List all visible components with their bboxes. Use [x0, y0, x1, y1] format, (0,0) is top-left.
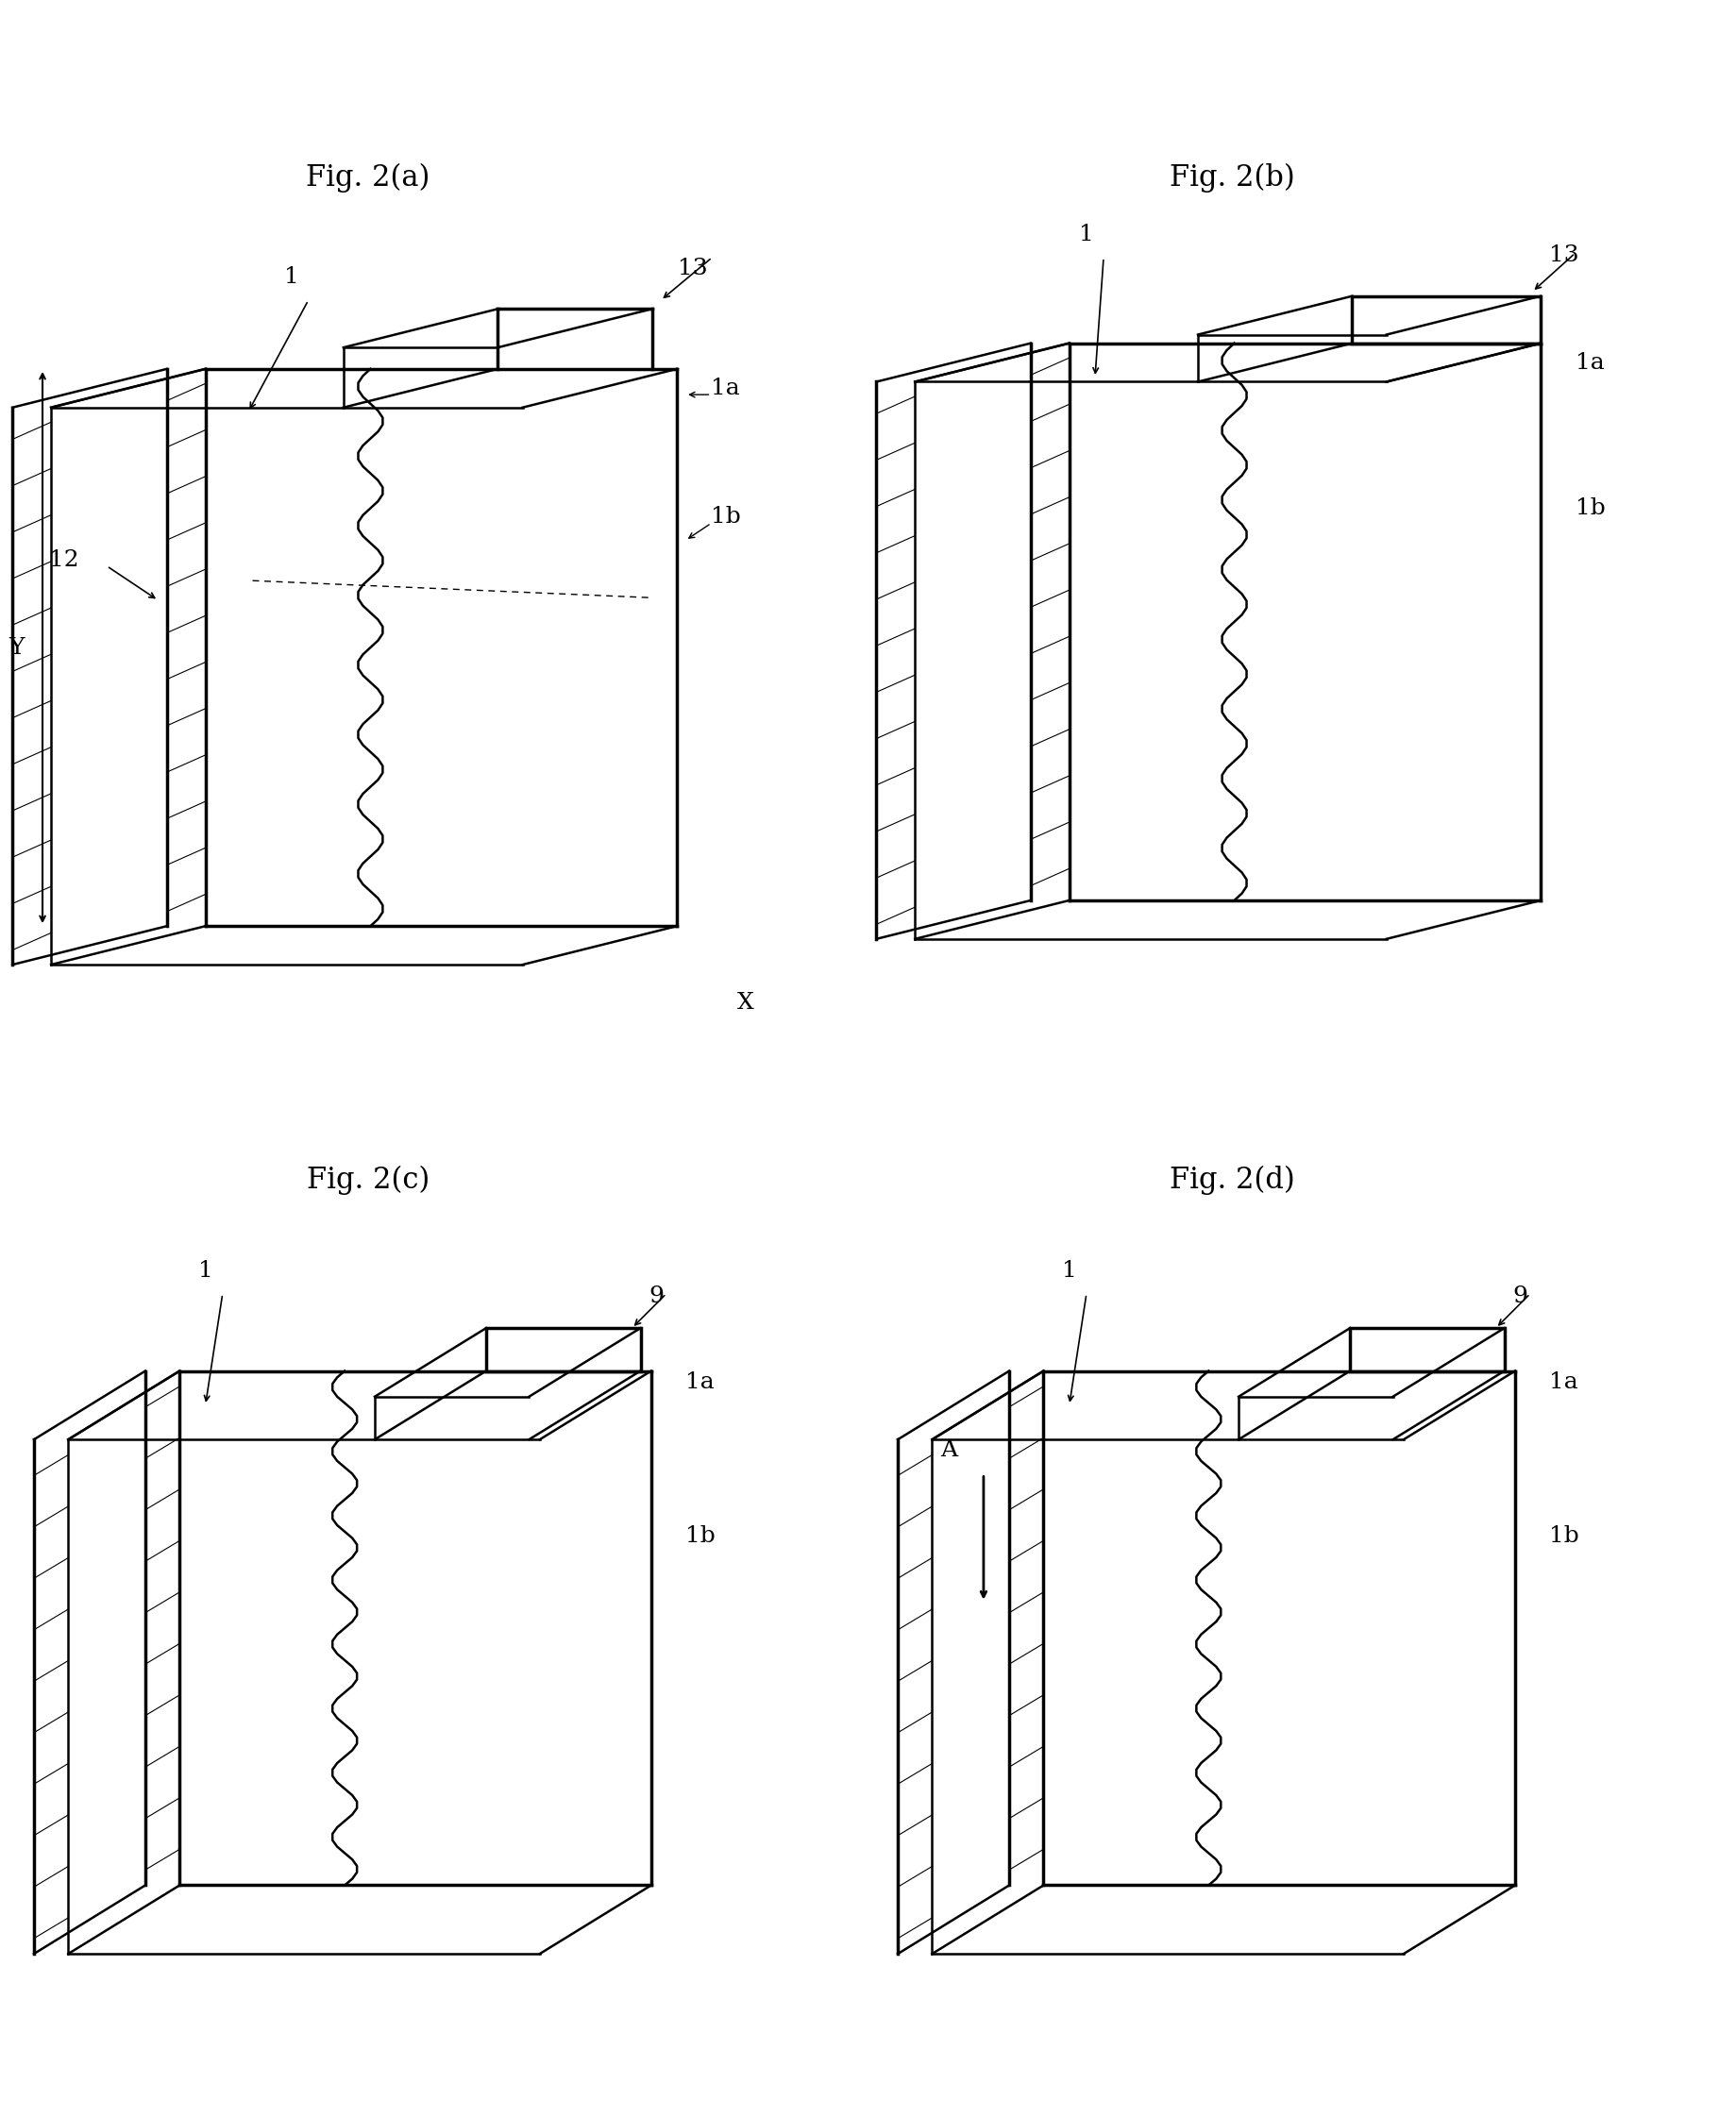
Polygon shape — [1352, 296, 1542, 343]
Text: 1: 1 — [198, 1260, 214, 1281]
Text: Fig. 2(d): Fig. 2(d) — [1170, 1164, 1295, 1194]
Text: 1a: 1a — [1575, 351, 1604, 373]
Text: 13: 13 — [677, 258, 708, 279]
Text: 9: 9 — [649, 1285, 665, 1306]
Text: 9: 9 — [1514, 1285, 1528, 1306]
Text: 1a: 1a — [686, 1372, 715, 1393]
Text: 12: 12 — [49, 548, 78, 572]
Polygon shape — [486, 1327, 641, 1372]
Text: 1b: 1b — [712, 506, 741, 527]
Text: X: X — [738, 993, 753, 1014]
Text: A: A — [941, 1440, 958, 1461]
Polygon shape — [1351, 1327, 1505, 1372]
Text: 1b: 1b — [1575, 497, 1606, 519]
Text: Fig. 2(b): Fig. 2(b) — [1170, 163, 1295, 193]
Text: 1: 1 — [283, 267, 299, 288]
Text: 1: 1 — [1080, 224, 1094, 246]
Text: Fig. 2(c): Fig. 2(c) — [307, 1164, 431, 1194]
Text: Fig. 2(a): Fig. 2(a) — [306, 163, 431, 193]
Text: 1a: 1a — [712, 377, 740, 400]
Text: Y: Y — [9, 637, 24, 658]
Text: 1a: 1a — [1550, 1372, 1578, 1393]
Text: 1b: 1b — [1550, 1526, 1580, 1548]
Text: 13: 13 — [1550, 246, 1580, 267]
Text: 1b: 1b — [686, 1526, 715, 1548]
Text: 1: 1 — [1062, 1260, 1076, 1281]
